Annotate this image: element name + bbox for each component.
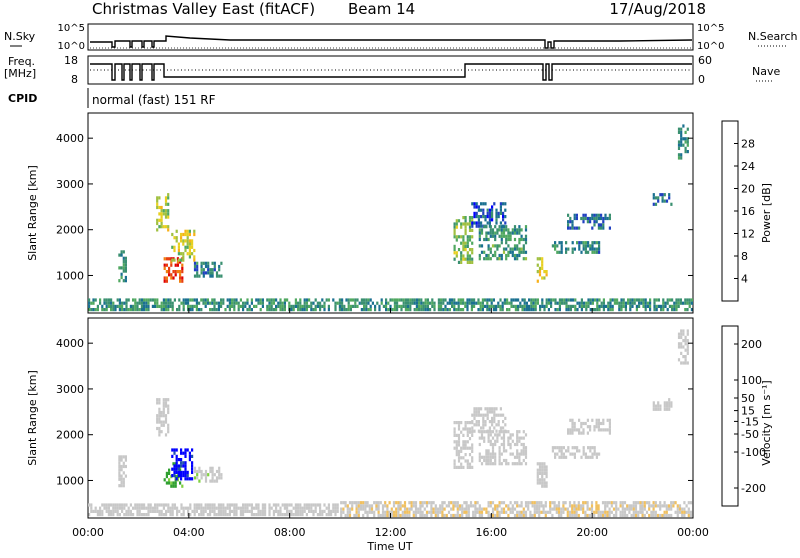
time-tick-label: 04:00 [173,526,205,539]
velocity-ylabel: Slant Range [km] [26,370,39,466]
power-colorbar-tick-label: 12 [741,228,755,241]
power-colorbar-tick-label: 24 [741,160,755,173]
power-echo-region-12 [677,124,689,160]
velocity-colorbar-frame [721,325,739,507]
power-echo-region-0 [118,250,127,283]
freq-tick-bottom: 8 [71,73,78,86]
velocity-colorbar-tick-label: 200 [741,338,762,351]
power-echo-region-9 [551,241,601,254]
time-axis-label: Time UT [366,540,412,553]
velocity-echo-region-14 [340,501,693,518]
velocity-echo-region-1 [156,398,170,437]
velocity-ytick-label: 3000 [56,383,84,396]
power-colorbar-tick-label: 4 [741,273,748,286]
power-ytick-label: 3000 [56,178,84,191]
velocity-echo-region-12 [677,329,689,365]
velocity-ytick-label: 1000 [56,474,84,487]
power-ylabel: Slant Range [km] [26,165,39,261]
velocity-colorbar-tick-label: 15 [741,405,755,418]
nsearch-tick-bottom: 10^0 [697,41,724,52]
cpid-text: normal (fast) 151 RF [92,93,216,107]
velocity-colorbar-tick-label: -200 [741,482,766,495]
time-tick-label: 08:00 [274,526,306,539]
velocity-colorbar-tick-label: -15 [741,415,759,428]
power-echo-region-4 [193,261,223,278]
velocity-echo-region-0 [118,455,127,488]
power-plot-frame [87,112,694,314]
velocity-echo-region-4 [193,466,223,483]
nave-tick-bottom: 0 [698,73,705,86]
velocity-echo-region-8 [536,462,548,488]
time-axis: 00:00 04:00 08:00 12:00 16:00 20:00 00:00 [72,308,709,539]
nsky-panel [87,23,694,51]
freq-panel [87,55,694,85]
velocity-echo-region-10 [567,418,611,435]
cpid-label: CPID [8,92,37,105]
power-echo-region-1 [156,193,170,232]
power-echo-region-11 [652,193,673,206]
velocity-echo-region-6 [471,407,507,433]
power-colorbar-label: Power [dB] [760,183,773,243]
power-colorbar-tick-label: 16 [741,205,755,218]
freq-label-2: [MHz] [4,67,36,80]
velocity-echo-region-7 [478,430,528,466]
power-echo-region-5 [453,216,474,264]
nsky-label: N.Sky [4,30,36,43]
power-echo-region-7 [478,225,528,261]
power-colorbar-tick-label: 8 [741,250,748,263]
velocity-colorbar-tick-label: -50 [741,428,759,441]
power-echo-region-13 [88,298,693,312]
nsearch-label: N.Search [748,30,798,43]
velocity-echo-region-3 [171,448,194,481]
time-tick-label: 16:00 [475,526,507,539]
power-panel: Slant Range [km] 4000 3000 2000 1000 [26,112,694,314]
nave-label: Nave [752,65,780,78]
power-echo-region-10 [567,213,611,230]
freq-tick-top: 18 [64,54,78,67]
velocity-colorbar-label: Velocity [m s⁻¹] [760,380,773,465]
velocity-echo-region-5 [453,421,474,469]
velocity-ytick-label: 2000 [56,429,84,442]
freq-label-1: Freq. [8,55,35,68]
power-echo-region-6 [471,202,507,228]
nsky-trace [90,35,693,49]
date-label: 17/Aug/2018 [609,0,706,18]
power-ytick-label: 2000 [56,224,84,237]
station-title: Christmas Valley East (fitACF) [92,0,315,18]
velocity-echo-region-11 [652,398,673,411]
nsky-tick-top: 10^5 [58,23,85,34]
power-ytick-label: 1000 [56,269,84,282]
power-colorbar-tick-label: 20 [741,183,755,196]
power-ytick-label: 4000 [56,132,84,145]
time-tick-label: 20:00 [576,526,608,539]
nsky-tick-bottom: 10^0 [58,41,85,52]
velocity-colorbar-tick-label: -100 [741,446,766,459]
velocity-ytick-label: 4000 [56,337,84,350]
nsearch-tick-top: 10^5 [697,23,724,34]
power-colorbar: 28 24 20 16 12 8 4 [721,120,755,302]
velocity-plot-frame [87,317,694,519]
power-colorbar-tick-label: 28 [741,138,755,151]
velocity-colorbar-tick-label: 100 [741,374,762,387]
time-tick-label: 00:00 [677,526,709,539]
velocity-colorbar-tick-label: 50 [741,392,755,405]
velocity-echo-region-9 [551,446,601,459]
time-tick-label: 12:00 [375,526,407,539]
velocity-echo-region-13 [88,503,339,517]
nave-tick-top: 60 [698,54,712,67]
velocity-panel: Slant Range [km] 4000 3000 2000 1000 [26,317,694,519]
beam-label: Beam 14 [348,0,415,18]
power-echo-region-3 [171,229,196,262]
time-tick-label: 00:00 [72,526,104,539]
power-echo-region-8 [536,257,548,283]
freq-trace [90,63,692,81]
